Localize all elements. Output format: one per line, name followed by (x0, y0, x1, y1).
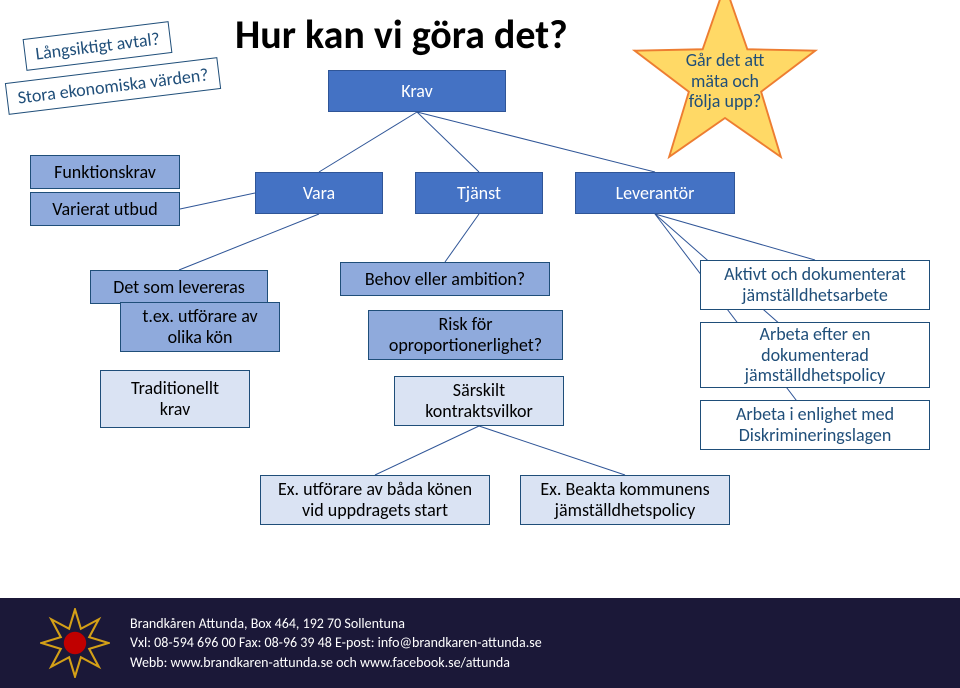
box-sarskilt: Särskilt kontraktsvilkor (394, 376, 564, 426)
box-risk: Risk för oproportionerlighet? (368, 310, 563, 360)
box-leverantor: Leverantör (575, 172, 735, 214)
box-aktivt: Aktivt och dokumenterat jämställdhetsarb… (700, 260, 930, 310)
box-arbetaefter: Arbeta efter en dokumenterad jämställdhe… (700, 322, 930, 388)
box-varierat: Varierat utbud (30, 192, 180, 226)
box-ex1: Ex. utförare av båda könen vid uppdraget… (260, 475, 490, 525)
footer-bar: Brandkåren Attunda, Box 464, 192 70 Soll… (0, 598, 960, 688)
footer-text: Brandkåren Attunda, Box 464, 192 70 Soll… (130, 614, 542, 673)
tilt-note-1: Långsiktigt avtal? (23, 21, 173, 71)
box-behov: Behov eller ambition? (340, 262, 550, 296)
box-vara: Vara (255, 172, 383, 214)
box-arbetai: Arbeta i enlighet med Diskrimineringslag… (700, 400, 930, 450)
box-ex2: Ex. Beakta kommunens jämställdhetspolicy (520, 475, 730, 525)
box-detsom: Det som levereras (90, 270, 268, 304)
box-tjanst: Tjänst (415, 172, 543, 214)
box-funktionskrav: Funktionskrav (30, 155, 180, 189)
footer-logo (40, 608, 110, 678)
box-krav: Krav (328, 70, 506, 112)
page-title: Hur kan vi göra det? (235, 10, 568, 59)
box-trad: Traditionellt krav (100, 370, 250, 428)
box-tex: t.ex. utförare av olika kön (120, 302, 280, 352)
star-text: Går det att mäta och följa upp? (670, 50, 780, 112)
